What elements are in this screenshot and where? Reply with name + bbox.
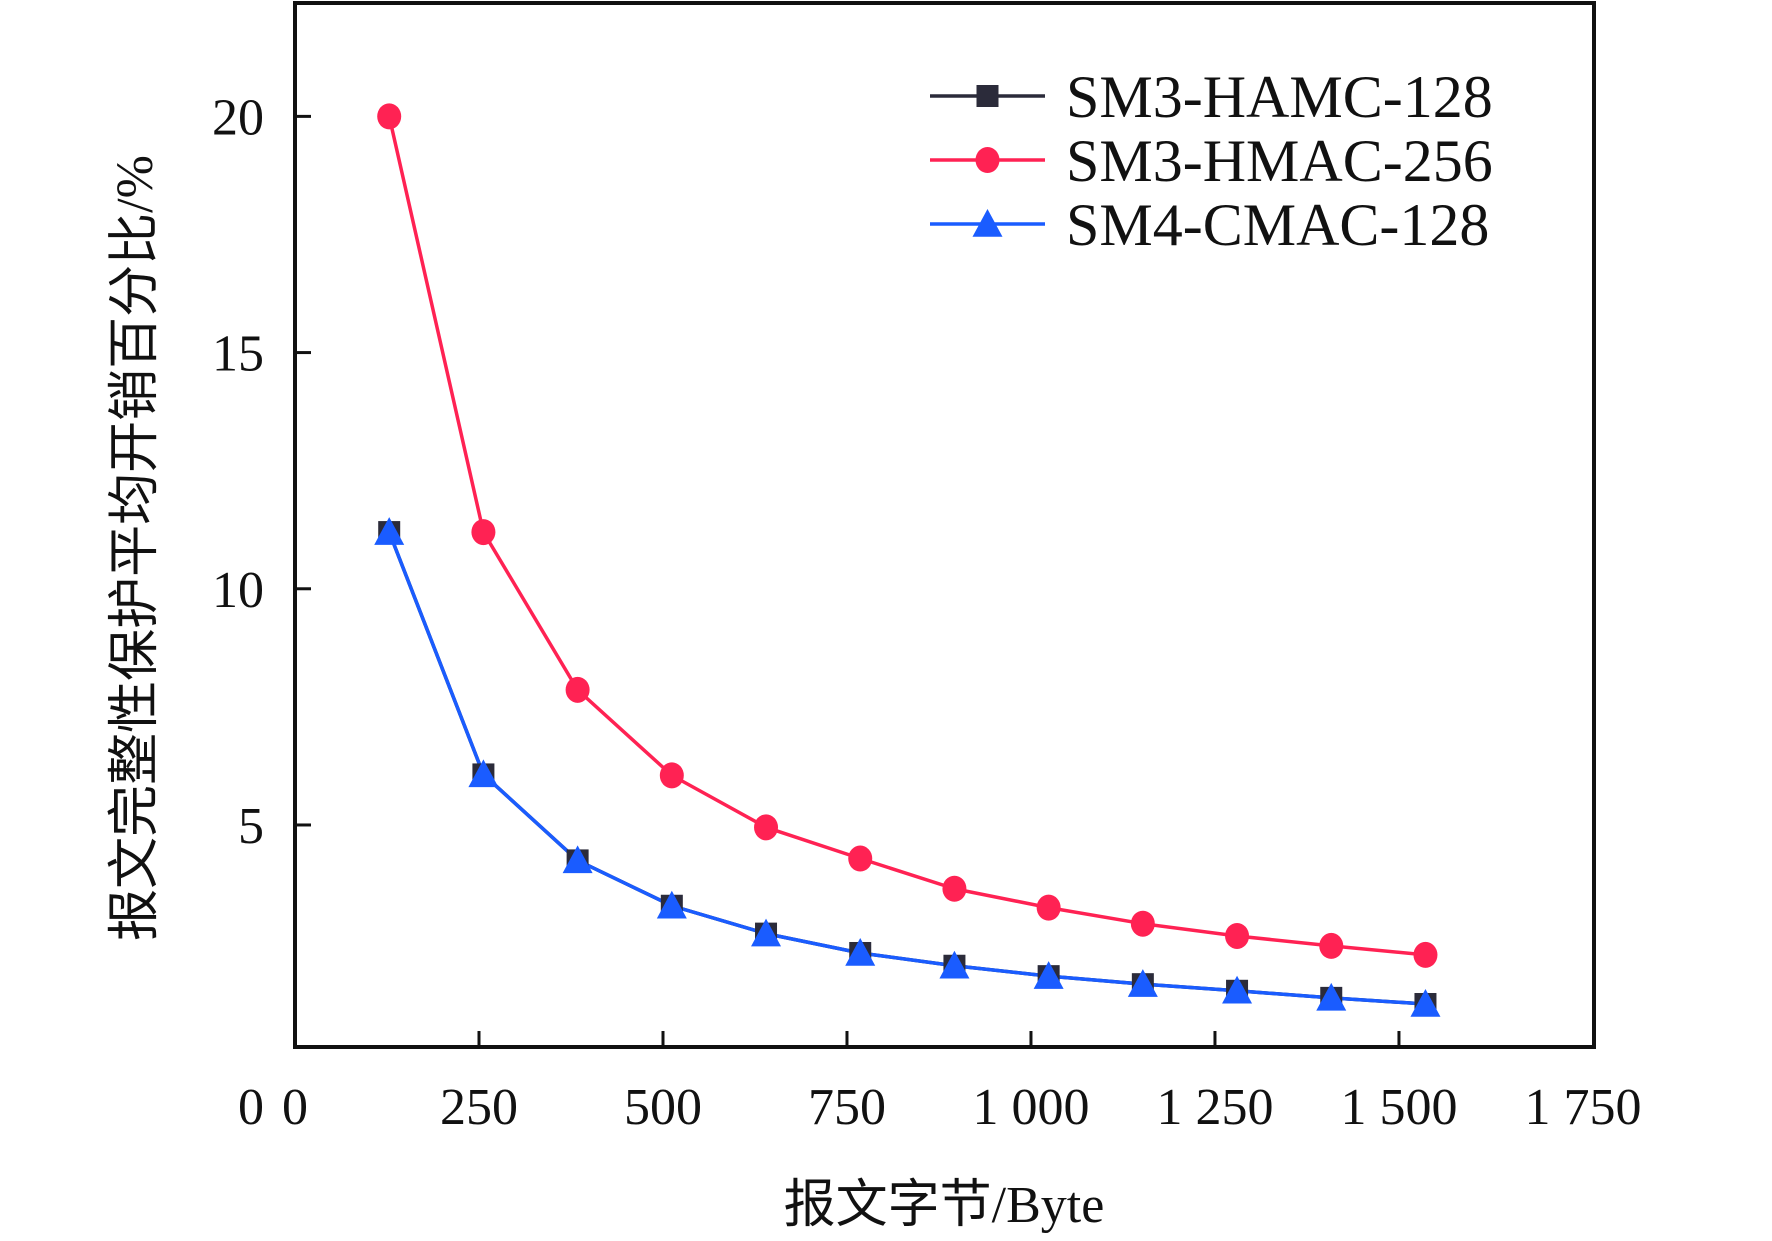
x-tick-label: 1 750 xyxy=(1524,1079,1641,1136)
x-tick-label: 1 250 xyxy=(1156,1079,1273,1136)
y-tick-label: 5 xyxy=(238,798,264,855)
x-tick-label: 500 xyxy=(624,1079,702,1136)
y-tick-labels: 0 5 10 15 20 xyxy=(212,89,264,1136)
data-point-sm3-hmac-256 xyxy=(659,762,684,789)
data-point-sm3-hmac-256 xyxy=(471,519,496,546)
data-point-sm4-cmac-128 xyxy=(1316,982,1347,1011)
legend-marker-square-icon xyxy=(976,85,999,107)
x-axis-title: 报文字节/Byte xyxy=(784,1177,1105,1234)
legend-marker-circle-icon xyxy=(975,147,1000,173)
data-point-sm4-cmac-128 xyxy=(562,845,593,874)
data-point-sm3-hmac-256 xyxy=(1319,932,1344,959)
y-tick-label: 15 xyxy=(212,326,264,383)
y-tick-label: 20 xyxy=(212,89,264,146)
x-tick-label: 1 000 xyxy=(972,1079,1089,1136)
series-line-sm3-hmac-256 xyxy=(387,115,1426,957)
x-tick-labels: 0 250 500 750 1 000 1 250 1 500 1 750 xyxy=(282,1079,1641,1136)
x-tick-label: 0 xyxy=(282,1079,308,1136)
data-point-sm4-cmac-128 xyxy=(1222,975,1253,1004)
data-point-sm4-cmac-128 xyxy=(656,890,687,919)
data-point-sm3-hmac-256 xyxy=(848,845,873,872)
data-point-sm4-cmac-128 xyxy=(939,950,970,979)
x-tick-label: 750 xyxy=(808,1079,886,1136)
legend-label: SM3-HMAC-256 xyxy=(1066,128,1493,194)
data-point-sm3-hmac-256 xyxy=(377,103,402,130)
series-line-sm3-hamc-128 xyxy=(387,531,1426,1006)
plot-border xyxy=(293,1,1596,1049)
data-point-sm4-cmac-128 xyxy=(1033,961,1064,989)
data-point-sm3-hmac-256 xyxy=(565,676,590,703)
data-point-sm4-cmac-128 xyxy=(468,759,499,788)
data-point-sm4-cmac-128 xyxy=(374,517,405,545)
data-point-sm3-hmac-256 xyxy=(942,875,967,902)
x-tick-label: 1 500 xyxy=(1340,1079,1457,1136)
legend-marker-triangle-icon xyxy=(972,209,1003,237)
data-point-sm4-cmac-128 xyxy=(845,937,876,966)
data-point-sm3-hmac-256 xyxy=(1225,922,1250,949)
data-point-sm3-hmac-256 xyxy=(1130,910,1155,937)
x-tick-label: 250 xyxy=(440,1079,518,1136)
y-tick-label: 10 xyxy=(212,562,264,619)
data-point-sm3-hmac-256 xyxy=(1036,894,1061,921)
y-tick-label: 0 xyxy=(238,1079,264,1136)
plot-frame xyxy=(293,1,1596,1049)
legend-item-sm3-hamc-128: SM3-HAMC-128 xyxy=(930,64,1493,130)
axis-ticks xyxy=(295,114,1401,1047)
series-line-sm4-cmac-128 xyxy=(387,531,1426,1006)
data-point-sm4-cmac-128 xyxy=(1410,989,1441,1017)
data-point-sm3-hmac-256 xyxy=(754,814,779,841)
legend-label: SM4-CMAC-128 xyxy=(1066,192,1489,258)
legend-item-sm3-hmac-256: SM3-HMAC-256 xyxy=(930,128,1493,194)
legend-label: SM3-HAMC-128 xyxy=(1066,64,1493,130)
data-point-sm4-cmac-128 xyxy=(751,918,782,947)
series-lines xyxy=(387,115,1426,1006)
legend-item-sm4-cmac-128: SM4-CMAC-128 xyxy=(930,192,1489,258)
data-point-sm3-hmac-256 xyxy=(1413,941,1438,968)
series-markers xyxy=(374,103,1441,1017)
data-point-sm4-cmac-128 xyxy=(1127,969,1158,997)
y-axis-title: 报文完整性保护平均开销百分比/% xyxy=(107,155,164,941)
